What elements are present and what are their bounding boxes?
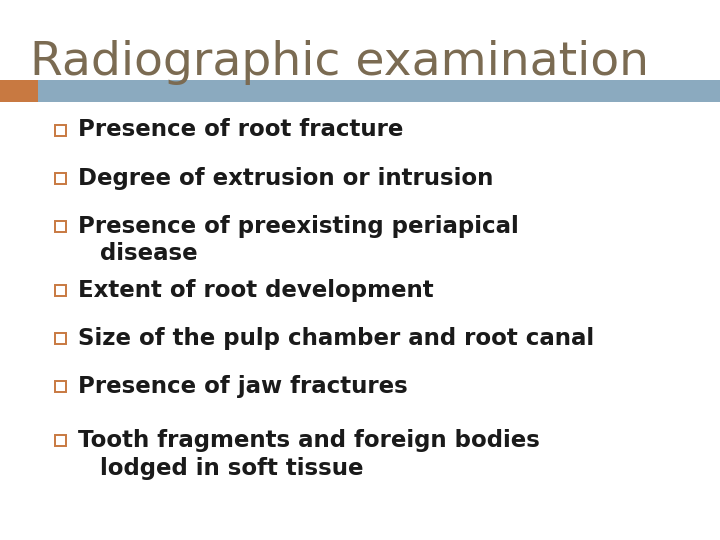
Bar	[55, 172, 66, 184]
Bar	[55, 381, 66, 392]
Bar	[55, 333, 66, 343]
Bar	[55, 435, 66, 446]
Text: Presence of preexisting periapical: Presence of preexisting periapical	[78, 214, 518, 238]
Bar	[38, 80, 720, 102]
Text: Tooth fragments and foreign bodies: Tooth fragments and foreign bodies	[78, 429, 540, 451]
Text: Degree of extrusion or intrusion: Degree of extrusion or intrusion	[78, 166, 493, 190]
Bar	[55, 220, 66, 232]
Text: disease: disease	[100, 242, 197, 266]
Bar	[55, 285, 66, 295]
Text: Presence of jaw fractures: Presence of jaw fractures	[78, 375, 408, 397]
Text: lodged in soft tissue: lodged in soft tissue	[100, 456, 364, 480]
Text: Extent of root development: Extent of root development	[78, 279, 433, 301]
Text: Presence of root fracture: Presence of root fracture	[78, 118, 403, 141]
Text: Size of the pulp chamber and root canal: Size of the pulp chamber and root canal	[78, 327, 594, 349]
Bar	[55, 125, 66, 136]
Bar	[0, 80, 38, 102]
Text: Radiographic examination: Radiographic examination	[30, 40, 649, 85]
